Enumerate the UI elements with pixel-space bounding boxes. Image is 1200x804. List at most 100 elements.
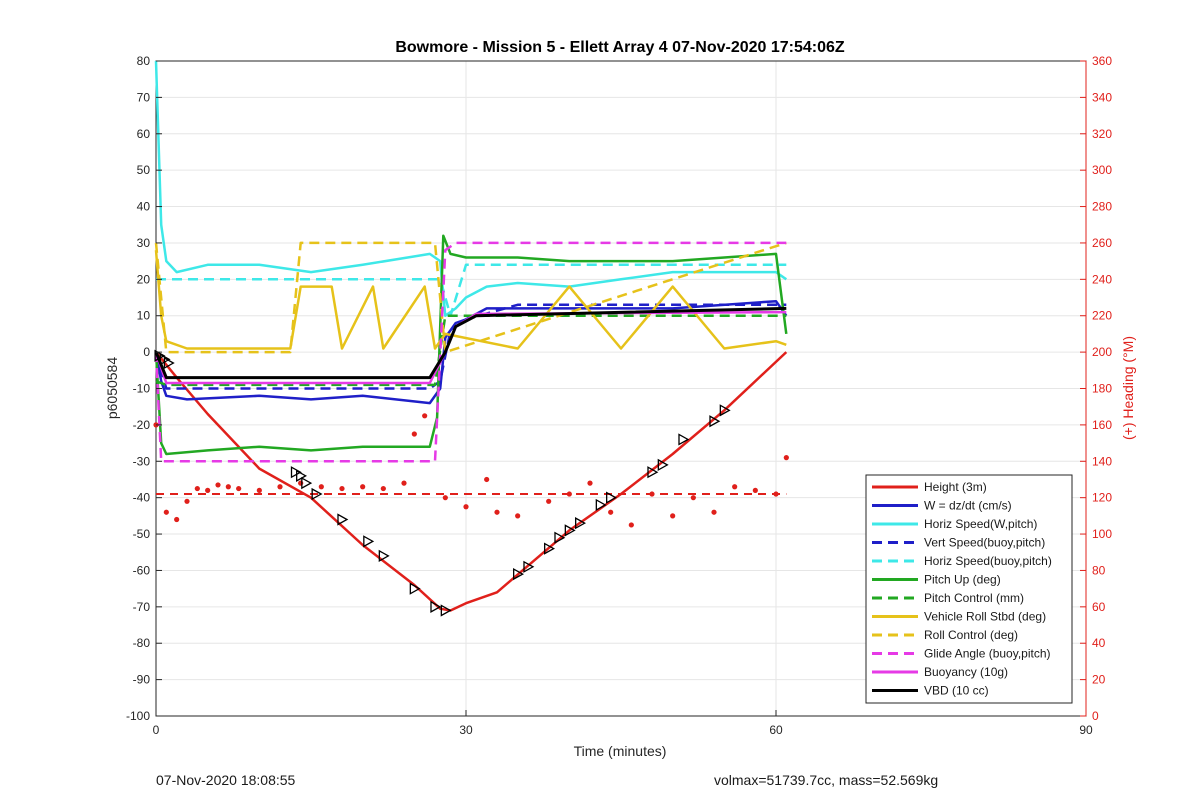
y-tick-label: 0 (143, 345, 150, 359)
heading-point (711, 509, 717, 515)
y2-tick-label: 160 (1092, 418, 1112, 432)
height-marker (311, 487, 323, 501)
y-tick-label: 70 (137, 90, 151, 104)
height-marker (595, 498, 607, 512)
y-tick-label: -20 (133, 418, 151, 432)
legend-label: Horiz Speed(buoy,pitch) (924, 554, 1052, 568)
x-tick-label: 60 (769, 723, 783, 737)
marker-layer (154, 349, 731, 617)
heading-point (225, 484, 231, 490)
series-line (155, 351, 788, 612)
height-marker (647, 466, 659, 479)
y-tick-label: -30 (133, 454, 151, 468)
series-line (156, 263, 787, 317)
y-tick-label: -60 (133, 563, 151, 577)
y2-tick-label: 300 (1092, 163, 1112, 177)
y2-tick-label: 220 (1092, 309, 1112, 323)
heading-point (608, 509, 614, 515)
height-marker (363, 535, 375, 548)
heading-point (163, 509, 169, 515)
legend: Height (3m) W = dz/dt (cm/s) Horiz Speed(W… (865, 474, 1073, 704)
heading-point (752, 487, 758, 493)
legend-label: VBD (10 cc) (924, 684, 989, 698)
height-marker (440, 604, 452, 617)
height-marker (296, 469, 308, 482)
legend-label: Height (3m) (924, 480, 987, 494)
y-tick-label: -100 (126, 709, 150, 723)
series-line (155, 314, 787, 387)
y2-tick-label: 140 (1092, 454, 1112, 468)
heading-point (360, 484, 366, 490)
legend-label: Horiz Speed(W,pitch) (924, 517, 1037, 531)
y2-tick-label: 180 (1092, 382, 1112, 396)
y2-tick-label: 260 (1092, 236, 1112, 250)
heading-point (463, 504, 469, 510)
heading-point (587, 480, 593, 486)
legend-box (865, 474, 1073, 704)
x-tick-label: 0 (153, 723, 160, 737)
heading-point (215, 482, 221, 488)
heading-point (277, 484, 283, 490)
heading-point (422, 413, 428, 419)
legend-label: W = dz/dt (cm/s) (924, 499, 1012, 513)
series-line (154, 241, 787, 463)
heading-point (628, 522, 634, 528)
height-marker (337, 513, 349, 526)
height-marker (430, 600, 442, 613)
heading-point (484, 476, 490, 483)
height-marker (564, 524, 576, 537)
legend-label: Pitch Up (deg) (924, 573, 1001, 587)
heading-point (174, 516, 180, 523)
y2-tick-label: 20 (1092, 673, 1106, 687)
height-marker (544, 542, 556, 555)
y2-tick-label: 340 (1092, 90, 1112, 104)
legend-label: Pitch Control (mm) (924, 591, 1024, 605)
y2-tick-label: 0 (1092, 709, 1099, 723)
y-tick-label: 40 (137, 200, 151, 214)
heading-point (380, 485, 386, 492)
heading-point (732, 484, 738, 490)
y2-tick-label: 320 (1092, 127, 1112, 141)
heading-point (566, 491, 572, 497)
y-tick-label: 60 (137, 127, 151, 141)
y2-tick-label: 40 (1092, 636, 1106, 650)
heading-point (494, 509, 500, 515)
height-marker (657, 458, 669, 472)
y2-tick-label: 280 (1092, 200, 1112, 214)
x-axis-label: Time (minutes) (574, 743, 667, 759)
series-line (154, 306, 787, 380)
x-tick-label: 90 (1079, 723, 1093, 737)
y-tick-label: -40 (133, 491, 151, 505)
heading-point (546, 498, 552, 504)
heading-point (205, 487, 211, 493)
height-marker (554, 531, 566, 544)
heading-point (773, 491, 779, 497)
legend-label: Vehicle Roll Stbd (deg) (924, 610, 1046, 624)
legend-label: Vert Speed(buoy,pitch) (924, 536, 1045, 550)
series-line (154, 250, 787, 350)
x-tick-label: 30 (459, 723, 473, 737)
height-marker (523, 560, 535, 573)
heading-point (783, 455, 789, 461)
y-axis-label: p6050584 (104, 357, 120, 420)
height-marker (719, 404, 731, 417)
y-tick-label: 80 (137, 54, 151, 68)
y2-tick-label: 200 (1092, 345, 1112, 359)
y2-tick-label: 80 (1092, 563, 1106, 577)
heading-point (298, 480, 304, 486)
series-line (154, 60, 788, 317)
height-marker (378, 549, 390, 562)
y-tick-label: -10 (133, 382, 151, 396)
y-tick-label: -70 (133, 600, 151, 614)
legend-label: Glide Angle (buoy,pitch) (924, 647, 1051, 661)
y2-tick-label: 120 (1092, 491, 1112, 505)
legend-label: Roll Control (deg) (924, 628, 1018, 642)
height-marker (290, 466, 302, 479)
height-marker (606, 491, 618, 504)
height-marker (154, 349, 166, 362)
heading-point (690, 495, 696, 501)
heading-point (184, 498, 190, 504)
height-marker (513, 567, 525, 581)
heading-point (339, 485, 345, 492)
